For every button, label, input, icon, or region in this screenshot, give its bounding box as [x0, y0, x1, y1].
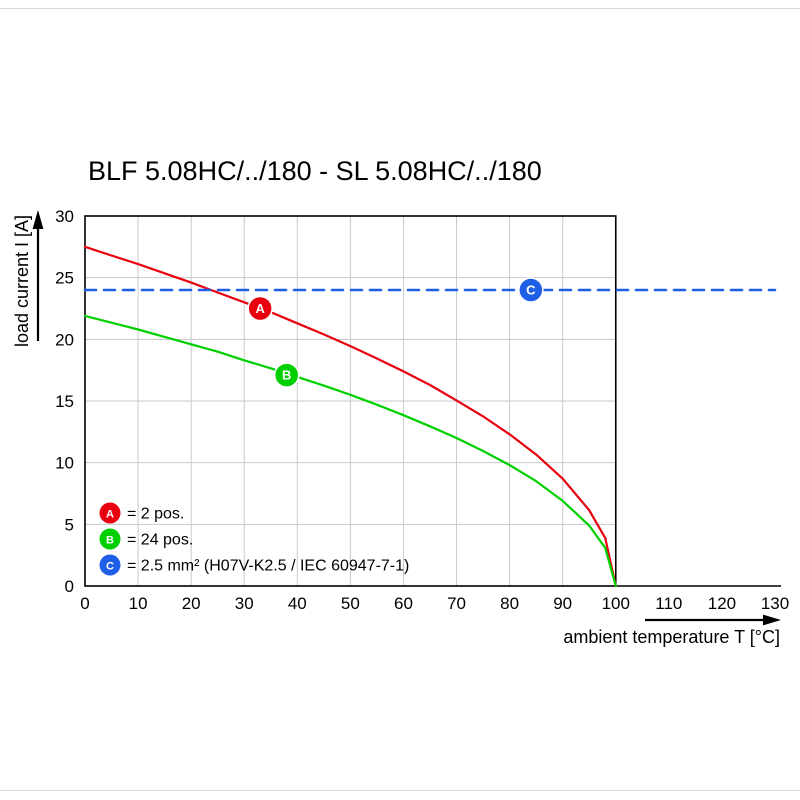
x-tick-label: 0 — [80, 594, 89, 613]
x-tick-label: 120 — [708, 594, 736, 613]
y-tick-label: 20 — [55, 330, 74, 349]
legend-marker-C-icon — [99, 554, 121, 576]
legend-item-A: A = 2 pos. — [99, 502, 184, 524]
marker-layer: A B C — [247, 277, 544, 388]
legend-item-C: C = 2.5 mm² (H07V-K2.5 / IEC 60947-7-1) — [99, 554, 409, 576]
curve-A — [83, 245, 617, 588]
y-tick-label: 25 — [55, 269, 74, 288]
chart-title: BLF 5.08HC/../180 - SL 5.08HC/../180 — [88, 156, 542, 186]
legend-marker-A-icon — [99, 502, 121, 524]
series-layer — [83, 245, 777, 588]
derating-chart: A B C 0 10 20 30 40 50 60 70 80 90 100 110 120 130 0 5 10 1… — [12, 207, 789, 647]
y-axis-label: load current I [A] — [12, 215, 32, 347]
y-axis-arrow-icon — [32, 210, 44, 341]
marker-B-letter: B — [282, 368, 291, 383]
x-tick-label: 80 — [500, 594, 519, 613]
y-tick-label: 30 — [55, 207, 74, 226]
plot-frame — [84, 215, 617, 587]
page-border-top — [0, 8, 800, 9]
legend-label-A: = 2 pos. — [127, 506, 184, 523]
x-tick-label: 10 — [129, 594, 148, 613]
x-tick-label: 40 — [288, 594, 307, 613]
legend-marker-B-icon — [99, 528, 121, 550]
marker-C-icon — [518, 277, 544, 303]
plot-frame-layer — [84, 215, 781, 587]
legend-label-C: = 2.5 mm² (H07V-K2.5 / IEC 60947-7-1) — [127, 558, 409, 575]
legend-item-B: B = 24 pos. — [99, 528, 193, 550]
y-tick-label: 10 — [55, 454, 74, 473]
tick-label-layer: 0 10 20 30 40 50 60 70 80 90 100 110 120 130 0 5 10 15 20 2… — [55, 207, 789, 613]
x-tick-label: 100 — [602, 594, 630, 613]
x-tick-label: 110 — [655, 594, 682, 613]
legend-letter-C: C — [106, 561, 114, 573]
curve-B — [83, 314, 617, 588]
x-tick-label: 130 — [761, 594, 789, 613]
legend-label-B: = 24 pos. — [127, 532, 193, 549]
marker-C-letter: C — [526, 283, 536, 298]
x-tick-label: 70 — [447, 594, 466, 613]
grid-layer — [85, 216, 616, 586]
x-tick-label: 90 — [553, 594, 572, 613]
marker-B-icon — [273, 362, 300, 388]
y-tick-label: 0 — [65, 577, 74, 596]
legend: A = 2 pos. B = 24 pos. C = 2.5 mm² (H07V… — [99, 502, 409, 576]
legend-letter-B: B — [106, 535, 114, 547]
x-tick-label: 20 — [182, 594, 201, 613]
marker-A-icon — [247, 295, 273, 322]
x-axis-label: ambient temperature T [°C] — [563, 627, 780, 647]
x-tick-label: 50 — [341, 594, 360, 613]
y-tick-label: 15 — [55, 392, 74, 411]
x-tick-label: 30 — [235, 594, 254, 613]
x-axis-arrow-icon — [645, 614, 781, 626]
legend-letter-A: A — [106, 509, 114, 521]
y-tick-label: 5 — [65, 515, 74, 534]
page-border-bottom — [0, 790, 800, 791]
x-tick-label: 60 — [394, 594, 413, 613]
marker-A-letter: A — [255, 301, 265, 316]
